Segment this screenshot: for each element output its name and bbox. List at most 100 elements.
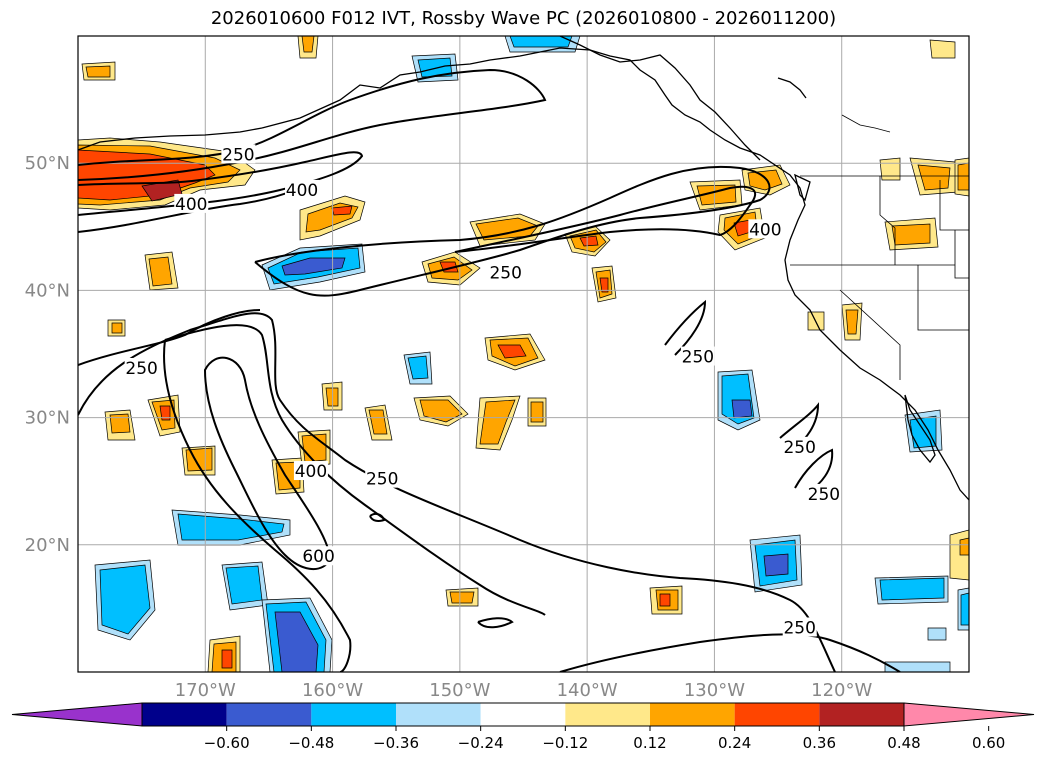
colorbar-segment (396, 703, 481, 726)
colorbar-tick-label: −0.12 (542, 734, 588, 752)
contour-label-bg (748, 219, 783, 239)
contour-label: 400 (749, 220, 781, 240)
lon-tick-label: 150°W (429, 680, 490, 701)
positive-anomaly-patch (747, 169, 783, 191)
ivt-contour-250 (477, 617, 514, 629)
positive-anomaly-patch (929, 39, 956, 59)
contour-label: 600 (302, 547, 334, 567)
contour-label: 400 (175, 195, 207, 215)
lon-tick-label: 140°W (557, 680, 618, 701)
map-frame (77, 35, 970, 673)
contour-label-bg (221, 144, 256, 164)
positive-anomaly-patch (659, 593, 671, 607)
positive-anomaly-patch (957, 162, 969, 191)
colorbar-segment (650, 703, 735, 726)
ivt-contour-250 (664, 299, 707, 356)
negative-anomaly-patch (225, 565, 263, 605)
negative-anomaly-patch (281, 257, 346, 276)
ivt-contour-400 (164, 324, 546, 616)
ivt-contour-400 (454, 185, 757, 253)
colorbar-segment (142, 703, 227, 726)
colorbar-tick-label: −0.48 (288, 734, 334, 752)
negative-anomaly-patch (731, 399, 753, 419)
positive-anomaly-patch (301, 433, 327, 463)
contour-label-bg (782, 617, 817, 637)
positive-anomaly-patch (497, 344, 527, 359)
negative-anomaly-patch (927, 627, 947, 641)
contour-label-bg (293, 461, 328, 481)
political-borders (790, 114, 969, 380)
colorbar-tick-label: −0.60 (204, 734, 250, 752)
positive-anomaly-patch (368, 409, 388, 435)
lon-tick-label: 120°W (811, 680, 872, 701)
contour-label: 250 (222, 145, 254, 165)
colorbar-segment (480, 703, 566, 726)
contour-label-bg (365, 468, 400, 488)
positive-anomaly-patch (891, 223, 931, 246)
positive-anomaly-patch (959, 537, 969, 556)
coastlines (78, 36, 969, 501)
pc-anomaly-fill-layer (78, 36, 969, 672)
positive-anomaly-patch (579, 235, 599, 247)
contour-label-bg (124, 357, 159, 377)
positive-anomaly-patch (221, 649, 233, 669)
colorbar-tick-label: 0.12 (633, 734, 666, 752)
negative-anomaly-patch (909, 415, 937, 449)
negative-anomaly-patch (884, 661, 951, 672)
ivt-contour-250 (369, 512, 386, 522)
colorbar-segment (565, 703, 650, 726)
colorbar-segment (819, 703, 904, 726)
negative-anomaly-patch (960, 592, 969, 626)
lon-tick-label: 170°W (175, 680, 236, 701)
colorbar-tick-label: −0.24 (458, 734, 504, 752)
ivt-contour-400 (78, 151, 364, 216)
chart-title: 2026010600 F012 IVT, Rossby Wave PC (202… (210, 8, 837, 29)
colorbar-segment (226, 703, 312, 726)
colorbar-tick-label: 0.60 (972, 734, 1005, 752)
colorbar-extend-low (11, 702, 143, 727)
ivt-contour-400 (163, 339, 352, 672)
negative-anomaly-patch (407, 355, 429, 380)
positive-anomaly-patch (879, 157, 901, 181)
colorbar-tick-label: 0.24 (718, 734, 751, 752)
ivt-contour-400 (78, 189, 296, 233)
positive-anomaly-patch (845, 309, 859, 335)
positive-anomaly-patch (599, 277, 609, 293)
positive-anomaly-patch (479, 399, 516, 445)
ivt-contour-250 (559, 633, 901, 672)
contour-label: 250 (125, 359, 157, 379)
contour-label-bg (301, 546, 336, 566)
colorbar-segment (311, 703, 396, 726)
positive-anomaly-patch (111, 322, 123, 334)
contour-label-bg (174, 193, 209, 213)
longitude-tick-labels: 170°W 160°W 150°W 140°W 130°W 120°W (175, 680, 873, 701)
lat-tick-label: 50°N (25, 153, 70, 174)
negative-anomaly-patch (99, 564, 151, 635)
contour-label: 250 (783, 438, 815, 458)
contour-label: 250 (783, 618, 815, 638)
lat-tick-label: 40°N (25, 280, 70, 301)
positive-anomaly-patch (331, 205, 353, 216)
colorbar-extend-high (903, 702, 1035, 727)
negative-anomaly-patch (509, 36, 573, 48)
contour-label-bg (488, 262, 523, 282)
ivt-contour-250 (78, 312, 836, 672)
ivt-contour-250 (254, 165, 771, 297)
negative-anomaly-patch (763, 553, 789, 577)
colorbar-tick-label: 0.48 (887, 734, 920, 752)
colorbar-frame (141, 702, 905, 727)
positive-anomaly-patch (85, 65, 111, 78)
lat-tick-label: 20°N (25, 535, 70, 556)
contour-label: 250 (366, 470, 398, 490)
positive-anomaly-patch (325, 387, 339, 407)
positive-anomaly-patch (530, 401, 544, 423)
contour-label-bg (806, 483, 841, 503)
contour-label: 250 (682, 348, 714, 368)
negative-anomaly-patch (274, 611, 319, 672)
colorbar: −0.60 −0.48 −0.36 −0.24 −0.12 0.12 0.24 0.36 0.4… (11, 702, 1035, 752)
contour-label: 400 (286, 181, 318, 201)
contour-label-bg (285, 179, 320, 199)
contour-label-bg (782, 436, 817, 456)
lon-tick-label: 160°W (302, 680, 363, 701)
